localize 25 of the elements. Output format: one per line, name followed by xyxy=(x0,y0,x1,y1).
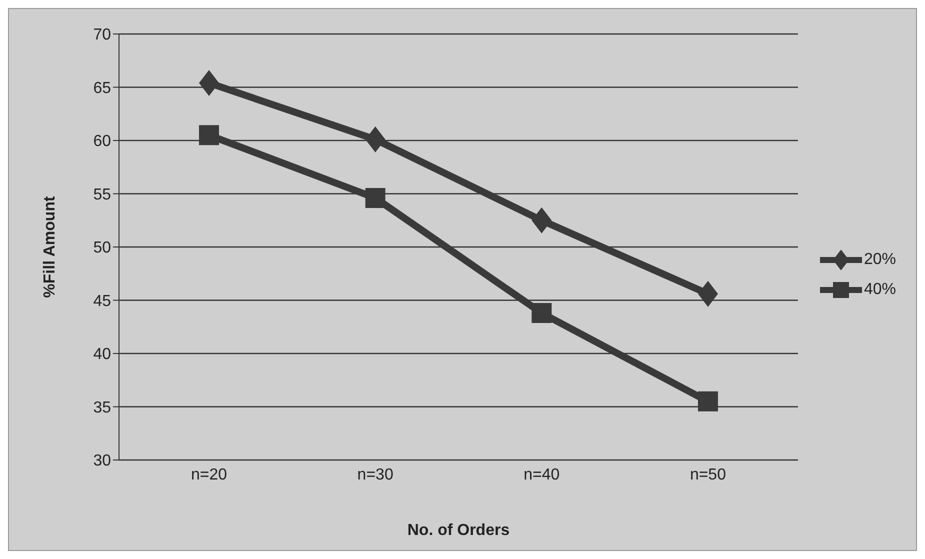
point xyxy=(532,303,552,324)
point xyxy=(365,188,386,208)
point xyxy=(199,70,219,96)
x-tick-label: n=30 xyxy=(357,466,394,484)
y-axis-title: %Fill Amount xyxy=(42,196,59,298)
legend-label: 40% xyxy=(864,280,896,298)
point xyxy=(698,391,718,412)
y-tick-label: 30 xyxy=(93,452,112,470)
y-tick-label: 50 xyxy=(93,240,112,257)
y-tick-label: 55 xyxy=(93,186,112,204)
point xyxy=(199,125,219,146)
y-tick-label: 60 xyxy=(93,133,112,150)
y-tick-label: 70 xyxy=(93,26,112,44)
point xyxy=(698,280,718,307)
y-tick-label: 65 xyxy=(93,80,112,97)
x-tick-label: n=50 xyxy=(690,466,726,484)
point xyxy=(365,126,386,152)
y-tick-label: 45 xyxy=(93,292,112,310)
x-axis-title: No. of Orders xyxy=(407,522,510,539)
legend-label: 20% xyxy=(864,250,896,268)
x-tick-label: n=40 xyxy=(524,466,560,484)
point xyxy=(532,207,552,234)
x-tick-label: n=20 xyxy=(190,466,228,484)
y-tick-label: 40 xyxy=(93,346,112,364)
y-tick-label: 35 xyxy=(93,399,112,416)
